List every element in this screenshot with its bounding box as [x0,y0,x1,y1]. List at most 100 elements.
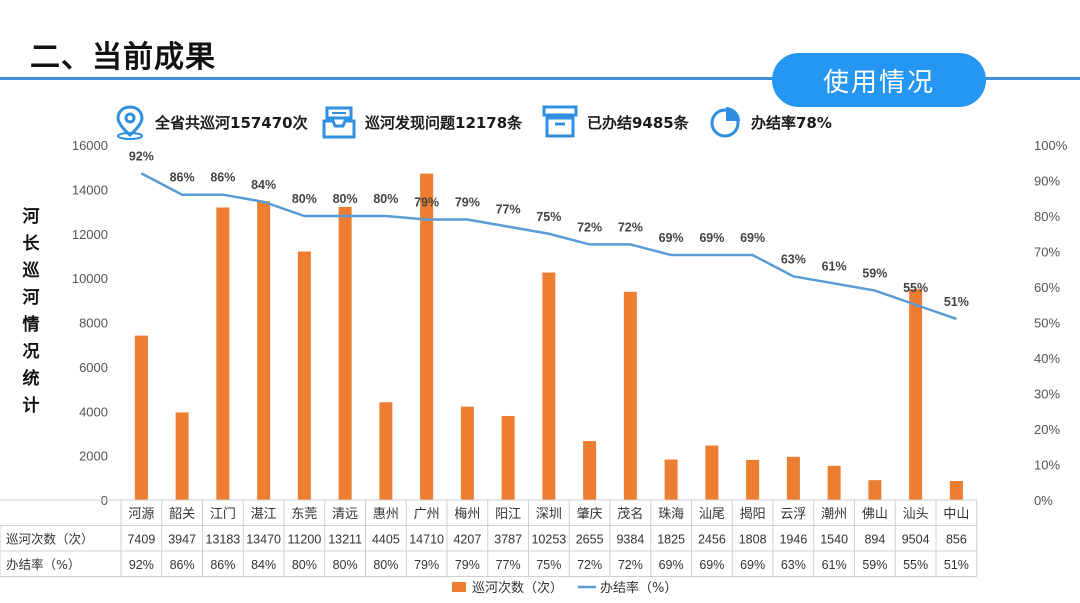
page-title: 二、当前成果 [30,40,216,75]
x-axis-category-label: 汕头 [903,507,929,522]
table-cell: 61% [822,558,847,572]
stat-issues-found-text: 巡河发现问题12178条 [365,113,523,132]
stat-total-patrols: 全省共巡河157470次 [113,102,308,142]
table-cell: 10253 [531,532,566,546]
rate-data-label: 63% [781,252,806,266]
legend-bar-swatch [452,582,466,592]
table-cell: 2456 [698,532,726,546]
x-axis-category-label: 佛山 [862,507,888,522]
archive-box-icon [542,105,578,138]
table-cell: 92% [129,558,154,572]
table-row-label: 巡河次数（次） [6,531,94,546]
x-axis-category-label: 汕尾 [699,507,725,522]
legend-line-label: 办结率（%） [600,580,677,596]
x-axis-category-label: 广州 [414,507,440,522]
stat-issues-found: 巡河发现问题12178条 [321,102,522,142]
bar [868,480,882,500]
table-cell: 3787 [494,532,522,546]
table-cell: 79% [414,558,439,572]
x-axis-category-label: 清远 [332,507,358,522]
table-cell: 59% [862,558,887,572]
bar [664,459,678,500]
rate-data-label: 59% [862,267,887,281]
rate-line [140,172,957,321]
header-divider [0,77,1080,80]
left-axis-tick-label: 8000 [79,316,108,331]
bar [623,291,637,500]
x-axis-category-label: 东莞 [291,507,317,522]
table-cell: 55% [903,558,928,572]
table-cell: 1808 [739,532,767,546]
stat-total-patrols-text: 全省共巡河157470次 [155,113,308,132]
y-title-char: 计 [22,396,40,416]
left-axis-tick-label: 2000 [79,449,108,464]
bar [460,406,474,500]
y-title-char: 长 [22,234,40,254]
table-row-label: 办结率（%） [6,557,80,572]
y-title-char: 河 [22,288,40,308]
bar [216,207,230,500]
y-axis-title-vertical: 河 长 巡 河 情 况 统 计 [20,204,42,420]
bar [827,465,841,500]
bar [175,412,189,500]
table-cell: 13183 [205,532,240,546]
pie-chart-icon [710,107,740,138]
rate-data-label: 72% [618,220,643,234]
x-axis-category-label: 河源 [128,507,154,522]
rate-data-label: 79% [455,196,480,210]
right-axis-tick-label: 0% [1034,493,1053,508]
table-cell: 1825 [657,532,685,546]
table-cell: 7409 [127,532,155,546]
table-cell: 79% [455,558,480,572]
left-axis-tick-label: 4000 [79,404,108,419]
table-cell: 77% [496,558,521,572]
rate-data-label: 75% [536,210,561,224]
table-cell: 13470 [246,532,281,546]
x-axis-category-label: 湛江 [251,507,277,522]
table-cell: 69% [740,558,765,572]
rate-data-label: 69% [699,231,724,245]
bar [705,445,719,500]
bar [501,415,515,500]
left-axis-tick-label: 6000 [79,360,108,375]
table-cell: 69% [699,558,724,572]
right-axis-tick-label: 50% [1034,316,1060,331]
table-cell: 13211 [328,532,362,546]
stat-resolution-rate: 办结率78% [707,102,832,142]
rate-data-label: 84% [251,178,276,192]
bar [746,459,760,500]
table-cell: 9504 [902,532,930,546]
rate-data-label: 61% [822,259,847,273]
rate-data-label: 80% [373,192,398,206]
table-cell: 4405 [372,532,400,546]
left-axis-tick-label: 16000 [72,138,108,153]
bar [257,201,271,500]
right-axis-tick-label: 80% [1034,209,1060,224]
table-cell: 9384 [616,532,644,546]
table-cell: 86% [210,558,235,572]
y-title-char: 况 [22,342,40,362]
rate-data-label: 77% [496,203,521,217]
rate-data-label: 86% [170,171,195,185]
rate-data-label: 69% [740,231,765,245]
table-cell: 4207 [453,532,481,546]
usage-badge-button[interactable]: 使用情况 [772,53,986,107]
left-axis-tick-label: 14000 [72,182,108,197]
x-axis-category-label: 茂名 [617,506,643,522]
rate-data-label: 80% [333,192,358,206]
rate-data-label: 55% [903,281,928,295]
bar [583,441,597,500]
x-axis-category-label: 云浮 [780,507,806,522]
table-cell: 1946 [779,532,807,546]
right-axis-tick-label: 30% [1034,387,1060,402]
table-cell: 1540 [820,532,848,546]
x-axis-category-label: 深圳 [536,507,562,522]
right-axis-tick-label: 60% [1034,280,1060,295]
y-title-char: 巡 [22,261,40,281]
table-cell: 75% [536,558,561,572]
rate-data-label: 92% [129,149,154,163]
location-pin-icon [116,105,144,140]
bar [542,272,556,500]
table-cell: 11200 [287,532,321,546]
rate-data-label: 72% [577,220,602,234]
